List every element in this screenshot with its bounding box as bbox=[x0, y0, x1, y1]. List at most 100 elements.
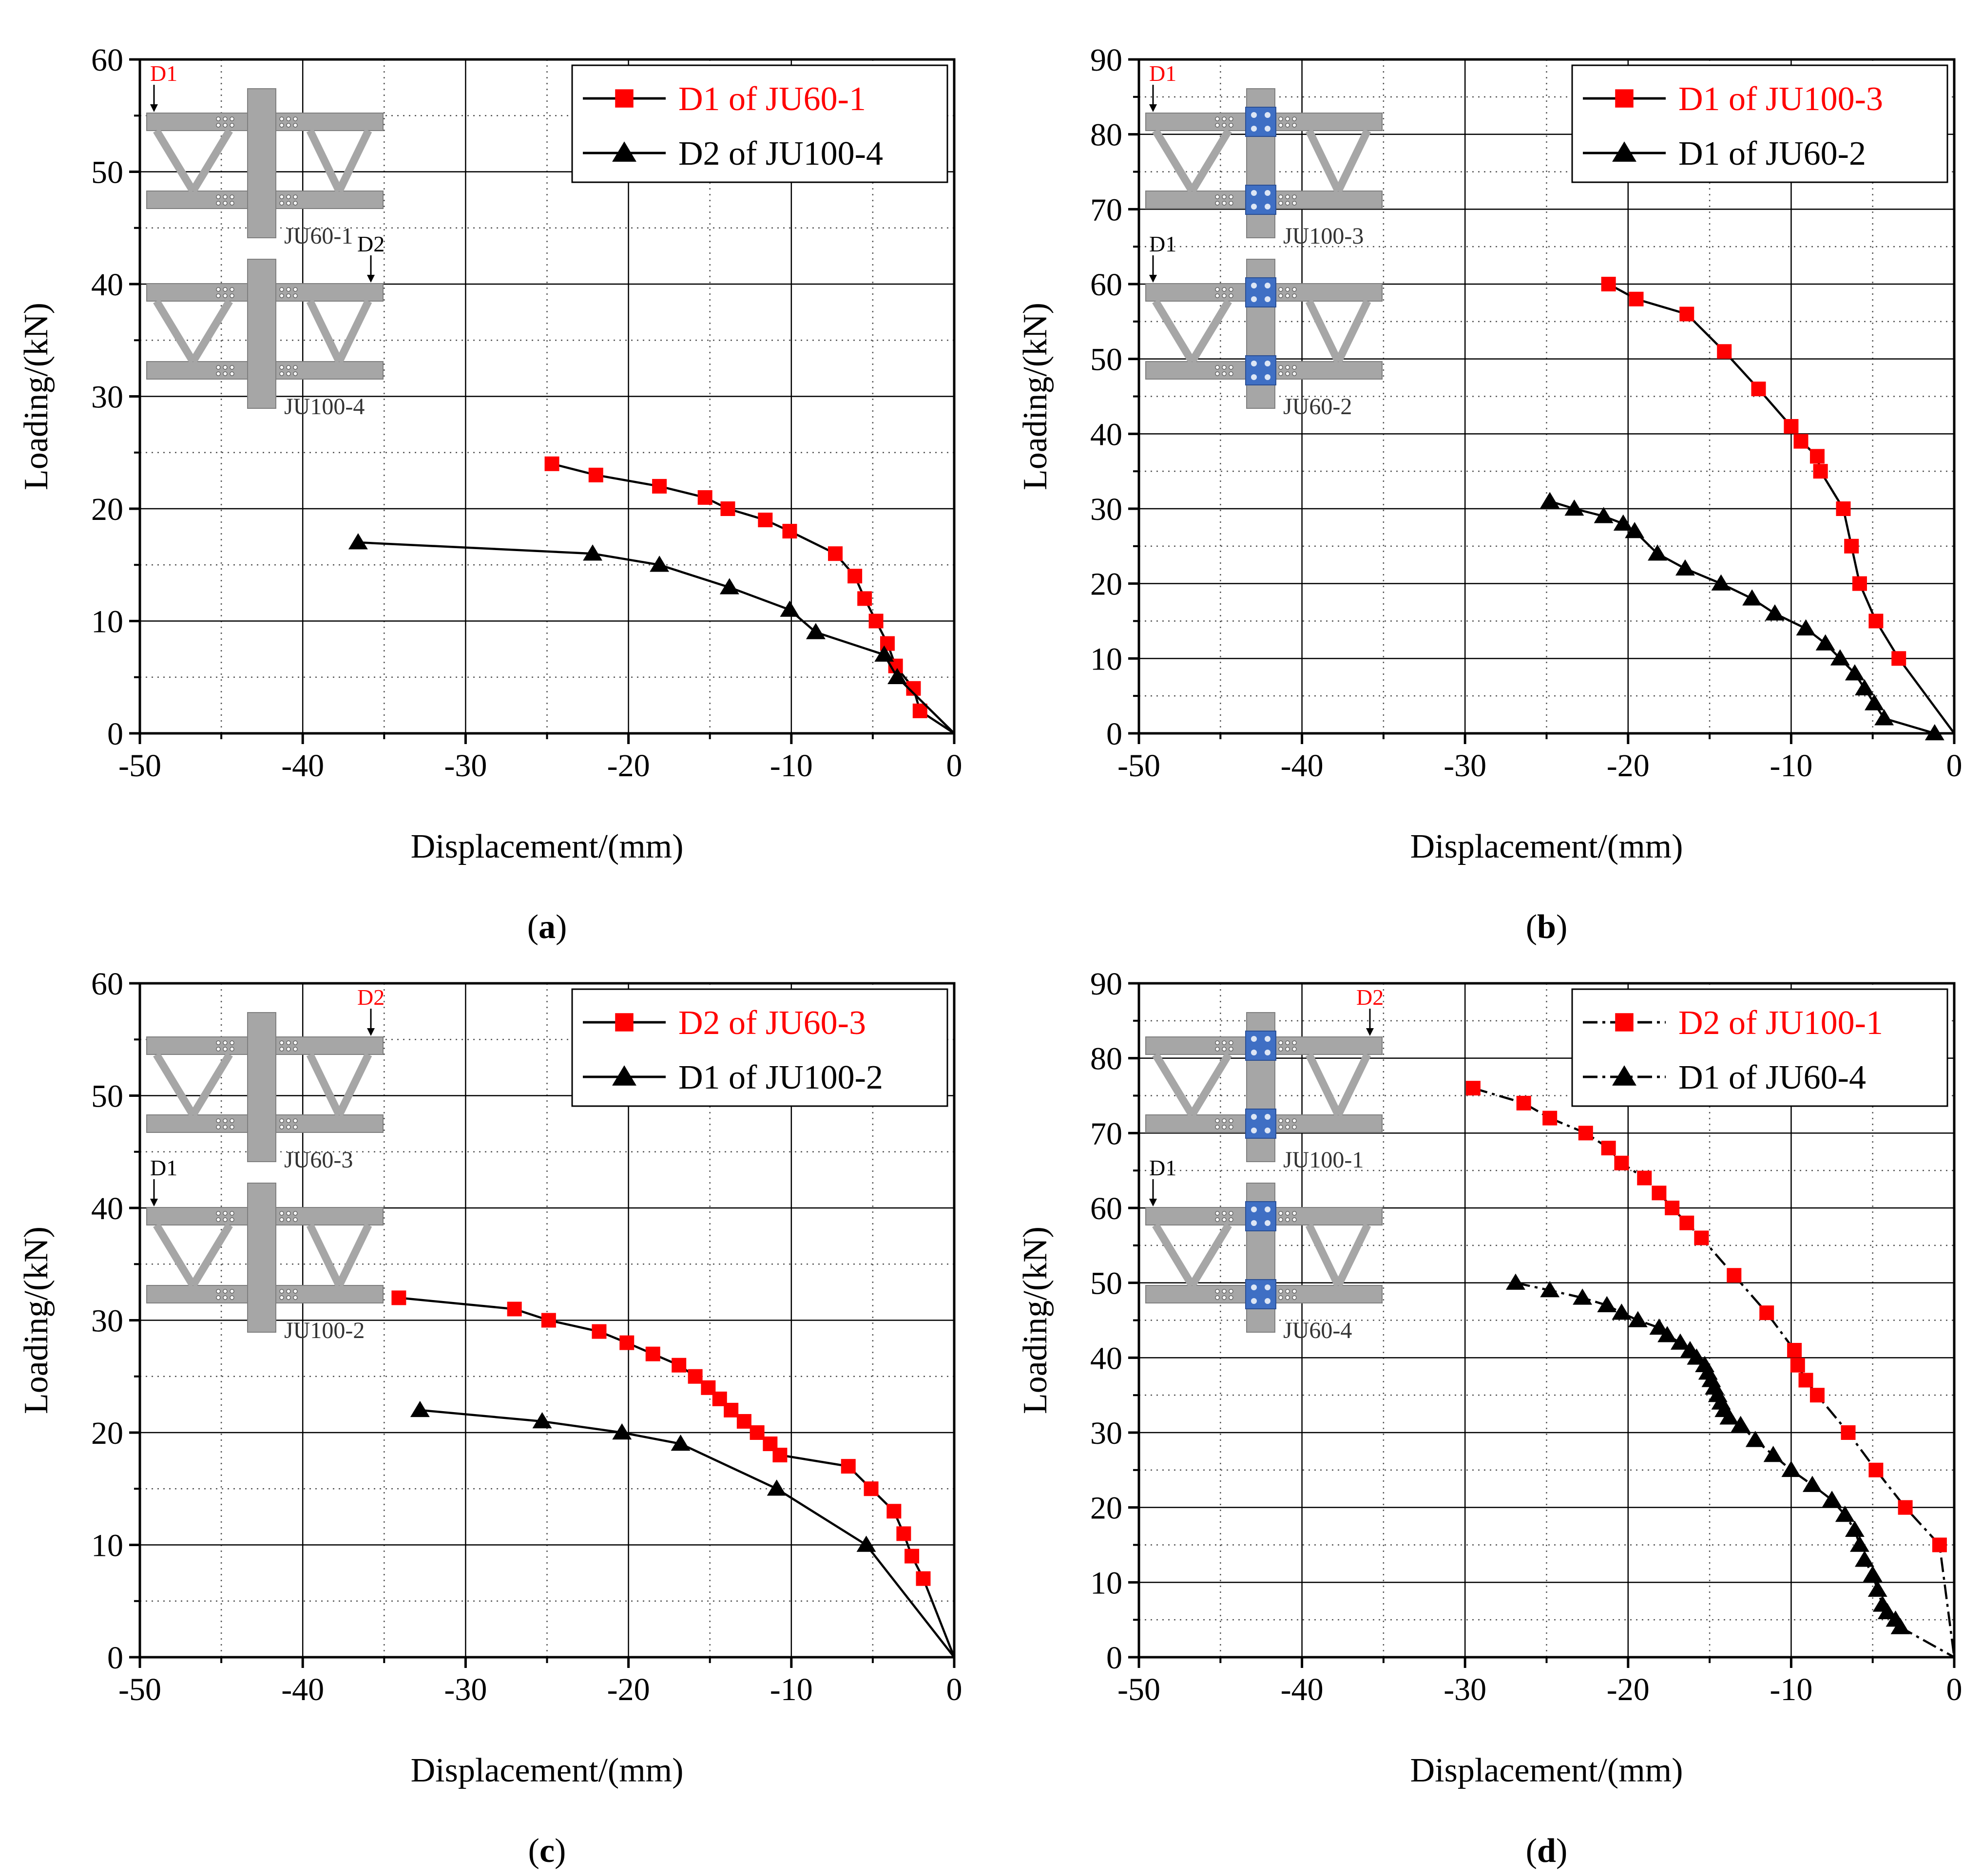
bolt-dot bbox=[230, 287, 234, 292]
plate-bolt bbox=[1265, 1036, 1270, 1042]
bolt-dot bbox=[279, 123, 284, 128]
data-point bbox=[592, 1324, 607, 1339]
bolt-dot bbox=[1292, 1289, 1297, 1294]
bolt-dot bbox=[1285, 116, 1290, 121]
x-tick-label: -10 bbox=[770, 748, 813, 784]
data-point bbox=[1765, 604, 1785, 621]
data-point bbox=[828, 546, 843, 561]
x-tick-label: -40 bbox=[1281, 1672, 1324, 1707]
bolt-dot bbox=[230, 293, 234, 298]
data-point bbox=[1649, 1318, 1669, 1335]
x-tick-label: -20 bbox=[607, 1672, 650, 1707]
data-point bbox=[806, 623, 826, 639]
bolt-dot bbox=[1278, 293, 1283, 298]
data-point bbox=[758, 513, 773, 528]
truss-diagonal bbox=[1334, 1053, 1371, 1117]
plate-bolt bbox=[1251, 1220, 1257, 1226]
panel-label-letter: c bbox=[539, 1832, 555, 1870]
bolt-dot bbox=[279, 194, 284, 199]
data-point bbox=[1855, 1551, 1874, 1567]
bolt-dot bbox=[1229, 293, 1233, 298]
bolt-dot bbox=[1229, 201, 1233, 206]
y-tick-label: 10 bbox=[91, 1528, 123, 1564]
bolt-dot bbox=[286, 365, 291, 370]
bolt-dot bbox=[286, 1047, 291, 1052]
bolt-dot bbox=[293, 365, 298, 370]
bolt-dot bbox=[1222, 123, 1227, 128]
bolt-dot bbox=[293, 1125, 298, 1129]
data-point bbox=[1877, 1603, 1897, 1620]
data-point bbox=[886, 1504, 902, 1519]
y-tick-label: 20 bbox=[1090, 567, 1122, 602]
legend-box bbox=[571, 64, 948, 183]
y-tick-label: 30 bbox=[1090, 1416, 1122, 1451]
bolt-dot bbox=[1222, 1211, 1227, 1216]
data-point bbox=[841, 1459, 856, 1474]
y-axis-title: Loading/(kN) bbox=[18, 1226, 55, 1414]
truss-diagonal bbox=[153, 299, 196, 364]
connector-plate bbox=[1245, 107, 1276, 137]
truss-diagonal bbox=[190, 1223, 233, 1288]
bolt-dot bbox=[279, 1211, 284, 1216]
data-point bbox=[1835, 1506, 1855, 1522]
data-point bbox=[583, 544, 603, 561]
bolt-dot bbox=[1215, 1047, 1220, 1052]
data-point bbox=[1845, 1520, 1865, 1537]
arrowhead-icon bbox=[150, 1199, 158, 1206]
y-tick-label: 20 bbox=[91, 1416, 123, 1451]
bolt-dot bbox=[293, 123, 298, 128]
bolt-dot bbox=[279, 1118, 284, 1123]
y-tick-label: 10 bbox=[91, 604, 123, 640]
data-point bbox=[896, 1526, 911, 1541]
data-point bbox=[1781, 1460, 1801, 1477]
y-tick-label: 60 bbox=[1090, 267, 1122, 303]
y-tick-label: 40 bbox=[1090, 417, 1122, 452]
truss-diagonal bbox=[1305, 1053, 1342, 1117]
bolt-dot bbox=[1285, 1125, 1290, 1129]
bolt-dot bbox=[223, 1125, 228, 1129]
bolt-dot bbox=[1292, 123, 1297, 128]
bolt-dot bbox=[286, 194, 291, 199]
truss-diagonal bbox=[1189, 128, 1232, 193]
specimen-label: JU60-3 bbox=[284, 1147, 353, 1173]
plate-bolt bbox=[1251, 374, 1257, 380]
data-point bbox=[619, 1335, 635, 1350]
data-point bbox=[1845, 664, 1865, 681]
bolt-dot bbox=[1285, 365, 1290, 370]
connector-plate bbox=[1245, 355, 1276, 385]
inset-diagram: JU60-3 D2 bbox=[146, 985, 385, 1173]
x-tick-label: -50 bbox=[1117, 748, 1160, 784]
bolt-dot bbox=[1292, 194, 1297, 199]
bolt-dot bbox=[1229, 1125, 1233, 1129]
legend-entry: D2 of JU60-3 bbox=[678, 1004, 866, 1042]
data-point bbox=[1798, 1373, 1813, 1388]
x-tick-label: 0 bbox=[1946, 748, 1963, 784]
truss-diagonal bbox=[1152, 299, 1195, 364]
chart-panel-b: -50 -40 -30 -20 -10 0 0 10 20 30 40 50 60 70 80 90 Displ… bbox=[1017, 42, 1963, 946]
data-point bbox=[856, 1535, 876, 1552]
bolt-dot bbox=[1222, 1118, 1227, 1123]
truss-diagonal bbox=[306, 299, 343, 364]
load-point-label: D1 bbox=[1149, 1155, 1176, 1180]
data-point bbox=[1852, 576, 1867, 591]
plate-bolt bbox=[1265, 361, 1270, 366]
bolt-dot bbox=[279, 116, 284, 121]
bolt-dot bbox=[1222, 194, 1227, 199]
y-tick-label: 90 bbox=[1090, 966, 1122, 1002]
arrowhead-icon bbox=[1366, 1028, 1374, 1036]
plate-bolt bbox=[1251, 1050, 1257, 1055]
panel-label-close: ) bbox=[1556, 908, 1567, 946]
data-point bbox=[1625, 522, 1645, 538]
truss-diagonal bbox=[1152, 128, 1195, 193]
bolt-dot bbox=[230, 1289, 234, 1294]
y-tick-label: 70 bbox=[1090, 192, 1122, 228]
bolt-dot bbox=[279, 1289, 284, 1294]
plate-bolt bbox=[1251, 283, 1257, 288]
bolt-dot bbox=[286, 201, 291, 206]
specimen-label: JU100-3 bbox=[1283, 223, 1364, 249]
series-line bbox=[399, 1297, 956, 1658]
truss-diagonal bbox=[1152, 1052, 1195, 1117]
x-axis-title: Displacement/(mm) bbox=[1410, 828, 1683, 865]
data-point bbox=[1924, 724, 1944, 741]
y-tick-label: 0 bbox=[107, 716, 123, 752]
